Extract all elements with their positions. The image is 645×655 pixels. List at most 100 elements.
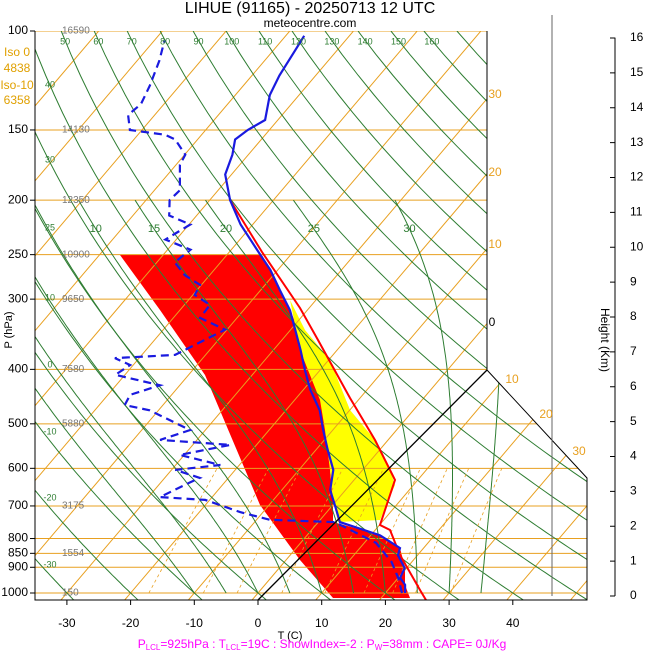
- level-height: 3175: [62, 501, 85, 512]
- y-tick-label: 800: [8, 531, 28, 545]
- y2-tick-label: 11: [630, 205, 643, 219]
- x-tick-label: -20: [122, 616, 140, 630]
- isotherm: [35, 31, 313, 600]
- y2-tick-label: 16: [630, 30, 644, 44]
- isotherm: [183, 31, 587, 600]
- dry-adiabat-label: 50: [60, 36, 70, 46]
- isotherm-label: 20: [488, 165, 502, 179]
- dry-adiabat-label: 160: [424, 36, 439, 46]
- moist-adiabat: [394, 199, 453, 594]
- temperature-line: [224, 35, 407, 593]
- y-tick-label: 100: [8, 23, 28, 37]
- chart-title: LIHUE (91165) - 20250713 12 UTC: [185, 0, 436, 17]
- isotherm: [35, 31, 249, 600]
- dry-adiabat: [35, 31, 467, 600]
- moist-adiabat: [35, 200, 195, 594]
- isotherm-label: 10: [488, 237, 502, 251]
- y-tick-label: 300: [8, 291, 28, 305]
- frame: [34, 15, 588, 601]
- chart-subtitle: meteocentre.com: [264, 16, 357, 30]
- mixing-ratio: [363, 468, 421, 594]
- y2-tick-label: 14: [630, 100, 644, 114]
- negative-area: [120, 255, 410, 598]
- mixing-ratio: [415, 468, 470, 594]
- level-height: 10900: [62, 249, 90, 260]
- level-height: 9650: [62, 294, 85, 305]
- level-height: 7580: [62, 364, 85, 375]
- footer-sub: LCL: [146, 643, 161, 652]
- y-tick-label: 400: [8, 362, 28, 376]
- level-height: 1554: [62, 548, 85, 559]
- moist-adiabat-label: 15: [148, 223, 160, 235]
- positive-area: [290, 300, 395, 522]
- dry-adiabat-label: 80: [160, 36, 170, 46]
- moist-adiabat-label: 20: [220, 223, 232, 235]
- y2-tick-label: 4: [630, 449, 637, 463]
- dry-adiabat: [93, 31, 587, 600]
- moist-adiabat: [134, 199, 355, 594]
- dry-adiabat: [159, 31, 587, 600]
- y2-tick-label: 13: [630, 135, 644, 149]
- adiabat-edge-label: -20: [43, 492, 56, 502]
- footer-part: =925hPa :: [160, 637, 218, 651]
- y2-tick-label: 2: [630, 518, 637, 532]
- adiabat-edge-label: -10: [43, 426, 56, 436]
- dry-adiabat-label: 70: [127, 36, 137, 46]
- isotherm: [35, 31, 121, 600]
- y2-tick-label: 0: [630, 588, 637, 602]
- level-height: 12350: [62, 195, 90, 206]
- y2-tick-label: 10: [630, 239, 644, 253]
- footer-sub: LCL: [226, 643, 241, 652]
- dry-adiabat-label: 120: [291, 36, 306, 46]
- y-axis-label: P (hPa): [3, 311, 15, 348]
- moist-adiabat: [292, 199, 418, 594]
- dry-adiabat-label: 90: [193, 36, 203, 46]
- mixing-ratio: [148, 468, 218, 594]
- y-tick-label: 600: [8, 460, 28, 474]
- level-height: 16590: [62, 26, 90, 37]
- level-height: 5880: [62, 418, 85, 429]
- dry-adiabat-label: 130: [324, 36, 339, 46]
- moist-adiabat: [35, 199, 291, 594]
- adiabat-edge-label: -30: [43, 559, 56, 569]
- y-tick-label: 500: [8, 416, 28, 430]
- dry-adiabat: [192, 31, 587, 600]
- isotherm-label: 10: [505, 372, 519, 386]
- iso-info: 4838: [4, 61, 31, 75]
- dry-adiabat: [35, 31, 273, 600]
- iso-info: Iso-10: [0, 78, 34, 92]
- isotherm-label: 30: [488, 87, 502, 101]
- y2-tick-label: 12: [630, 170, 644, 184]
- footer-part: P: [367, 637, 375, 651]
- moist-adiabat: [78, 199, 323, 594]
- dry-adiabat: [456, 31, 587, 600]
- footer-part: P: [138, 637, 146, 651]
- dry-adiabat: [35, 31, 144, 600]
- footer-part: T: [219, 637, 227, 651]
- mixing-ratio: [450, 468, 503, 594]
- adiabat-edge-label: 30: [45, 154, 55, 164]
- moist-adiabat: [205, 199, 386, 594]
- x-tick-label: -30: [58, 616, 76, 630]
- x-tick-label: 30: [442, 616, 456, 630]
- mixing-ratio: [324, 468, 384, 594]
- y2-tick-label: 8: [630, 309, 637, 323]
- y-tick-label: 200: [8, 192, 28, 206]
- dry-adiabat-label: 60: [93, 36, 103, 46]
- freezing-line: [257, 369, 488, 601]
- x-tick-label: -10: [186, 616, 204, 630]
- y-tick-label: 900: [8, 559, 28, 573]
- iso-info: Iso 0: [4, 45, 30, 59]
- x-tick-label: 10: [315, 616, 329, 630]
- y-tick-label: 700: [8, 498, 28, 512]
- dry-adiabat-label: 150: [391, 36, 406, 46]
- plot-area: [120, 255, 410, 598]
- isotherm: [374, 31, 587, 600]
- isotherm-label: 30: [572, 444, 586, 458]
- dry-adiabat: [126, 31, 587, 600]
- isotherm: [35, 31, 185, 600]
- dry-adiabat: [35, 31, 531, 600]
- mixing-ratio: [281, 468, 344, 594]
- moist-adiabat: [35, 199, 259, 594]
- isotherm: [56, 31, 567, 600]
